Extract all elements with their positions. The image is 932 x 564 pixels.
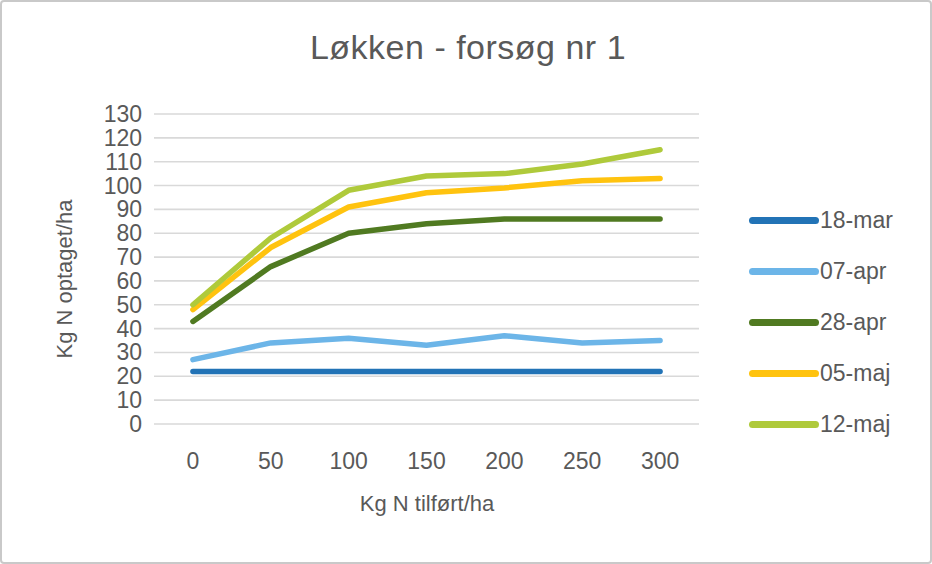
series-line-07-apr [193,336,660,360]
x-tick-label: 0 [148,448,238,475]
legend-swatch-icon [749,319,819,326]
x-tick-label: 200 [459,448,549,475]
legend-swatch-icon [749,217,819,224]
series-lines [193,150,660,372]
legend-item-28-apr: 28-apr [749,308,893,336]
legend-label: 05-maj [820,360,890,387]
chart-frame: Løkken - forsøg nr 1 0102030405060708090… [0,0,932,564]
legend-item-07-apr: 07-apr [749,257,893,285]
x-axis-title: Kg N tilført/ha [154,491,700,517]
legend-label: 12-maj [820,411,890,438]
legend-swatch-icon [749,268,819,275]
legend-swatch-icon [749,421,819,428]
legend-label: 28-apr [820,309,886,336]
legend-item-05-maj: 05-maj [749,359,893,387]
x-tick-label: 50 [226,448,316,475]
series-line-28-apr [193,219,660,322]
y-axis-title: Kg N optaget/ha [52,164,78,394]
y-tick-label: 130 [57,101,142,127]
y-tick-label: 0 [57,411,142,437]
x-tick-label: 300 [615,448,705,475]
x-tick-label: 150 [382,448,472,475]
y-tick-label: 120 [57,125,142,151]
x-tick-label: 250 [537,448,627,475]
legend-label: 18-mar [820,207,893,234]
legend-item-12-maj: 12-maj [749,410,893,438]
legend-swatch-icon [749,370,819,377]
x-tick-label: 100 [304,448,394,475]
legend-item-18-mar: 18-mar [749,206,893,234]
legend: 18-mar 07-apr 28-apr 05-maj 12-maj [749,206,893,438]
legend-label: 07-apr [820,258,886,285]
